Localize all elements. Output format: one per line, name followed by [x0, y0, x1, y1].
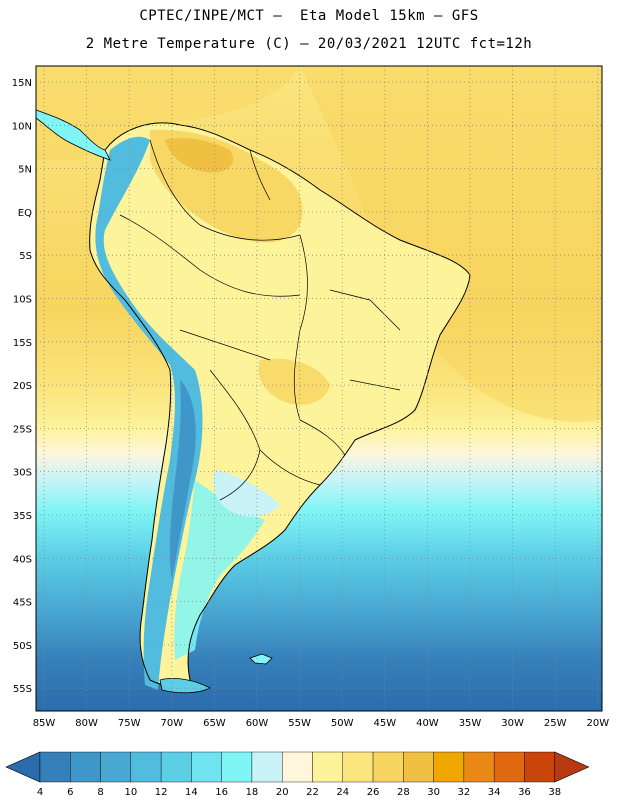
colorbar-swatch [160, 751, 192, 783]
colorbar-tick-label: 8 [97, 787, 103, 798]
colorbar-swatch [282, 751, 313, 783]
colorbar-tick-label: 18 [246, 787, 259, 798]
longitude-label: 50W [331, 718, 354, 729]
colorbar-swatch [403, 751, 434, 783]
colorbar-swatch [463, 751, 495, 783]
longitude-label: 25W [544, 718, 567, 729]
colorbar-swatch [191, 751, 222, 783]
latitude-label: 50S [13, 641, 32, 652]
colorbar-tick-label: 6 [67, 787, 73, 798]
colorbar-swatch [70, 751, 101, 783]
colorbar-swatch [312, 751, 343, 783]
colorbar-tick-label: 20 [276, 787, 289, 798]
colorbar-swatch [39, 751, 71, 783]
longitude-label: 65W [203, 718, 226, 729]
chart-title-line1: CPTEC/INPE/MCT – Eta Model 15km – GFS [139, 8, 479, 24]
map-frame [35, 65, 603, 712]
pampas-pale-region [213, 470, 280, 517]
colorbar-tick-label: 4 [37, 787, 43, 798]
colorbar-tick-label: 34 [488, 787, 501, 798]
colorbar-left-arrow [5, 751, 41, 783]
colorbar-swatch [342, 751, 374, 783]
central-america [36, 109, 111, 161]
coastline [89, 122, 471, 686]
colorbar-swatch [524, 751, 555, 783]
hot-venezuela-region [165, 138, 234, 173]
colorbar-tick-label: 24 [336, 787, 349, 798]
longitude-labels: 85W 80W 75W 70W 65W 60W 55W 50W 45W 40W 35W 30W 25W 2… [33, 718, 610, 729]
latitude-label: 5N [18, 165, 32, 176]
latitude-labels: 15N 10N 5N EQ 5S 10S 15S 20S 25S 30S 35S 40S 45S 50S 5… [12, 78, 32, 695]
colorbar-swatch [493, 751, 525, 783]
andes-core-cold-region [169, 380, 196, 580]
longitude-label: 30W [501, 718, 524, 729]
longitude-label: 75W [118, 718, 141, 729]
colorbar-swatch [251, 751, 283, 783]
latitude-label: 25S [13, 424, 32, 435]
caribbean-region [36, 66, 300, 160]
colorbar-right-arrow [554, 751, 590, 783]
tierra-del-fuego [159, 678, 211, 694]
latitude-label: 10S [13, 295, 32, 306]
latitude-label: 55S [13, 684, 32, 695]
colorbar-tick-label: 22 [306, 787, 319, 798]
falkland-islands [249, 653, 273, 665]
latitude-label: 30S [13, 468, 32, 479]
latitude-label: 35S [13, 511, 32, 522]
latitude-label: 5S [19, 251, 32, 262]
colorbar-swatch [100, 751, 132, 783]
colorbar-swatch [130, 751, 162, 783]
longitude-label: 45W [373, 718, 396, 729]
warm-atlantic-region [300, 66, 602, 422]
colorbar-tick-label: 32 [458, 787, 471, 798]
latitude-label: EQ [18, 208, 32, 219]
longitude-label: 60W [246, 718, 269, 729]
colorbar-tick-label: 10 [124, 787, 137, 798]
colorbar-swatch [372, 751, 404, 783]
colorbar: 4 6 8 10 12 14 16 18 20 22 24 26 28 30 32 34 36 38 [5, 751, 590, 798]
longitude-label: 20W [586, 718, 609, 729]
colorbar-tick-label: 36 [518, 787, 531, 798]
longitude-label: 85W [33, 718, 56, 729]
colorbar-tick-label: 16 [215, 787, 228, 798]
longitude-label: 40W [416, 718, 439, 729]
colorbar-tick-label: 14 [185, 787, 198, 798]
latitude-label: 20S [13, 381, 32, 392]
colorbar-tick-label: 28 [397, 787, 410, 798]
latitude-label: 15N [12, 78, 32, 89]
chart-title-line2: 2 Metre Temperature (C) – 20/03/2021 12U… [85, 36, 533, 52]
colorbar-tick-label: 12 [155, 787, 168, 798]
south-america-landmass [89, 122, 471, 686]
map-panel: 15N 10N 5N EQ 5S 10S 15S 20S 25S 30S 35S 40S 45S 50S 5… [12, 65, 610, 729]
colorbar-swatch [221, 751, 253, 783]
longitude-label: 70W [160, 718, 183, 729]
longitude-label: 55W [288, 718, 311, 729]
colorbar-tick-label: 38 [548, 787, 561, 798]
longitude-label: 35W [459, 718, 482, 729]
latitude-label: 10N [12, 121, 32, 132]
latitude-label: 45S [13, 598, 32, 609]
latitude-label: 15S [13, 338, 32, 349]
colorbar-tick-label: 30 [427, 787, 440, 798]
patagonia-region [174, 480, 265, 660]
colorbar-tick-label: 26 [367, 787, 380, 798]
latitude-label: 40S [13, 554, 32, 565]
longitude-label: 80W [75, 718, 98, 729]
colorbar-swatch [433, 751, 465, 783]
